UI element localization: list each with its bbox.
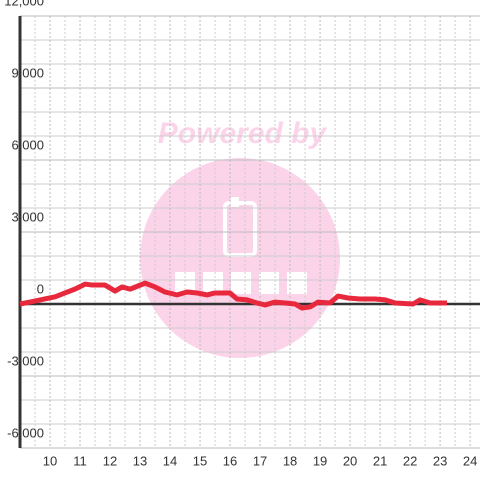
y-tick-label: -6,000 [7,425,44,440]
x-tick-label: 18 [283,453,297,468]
x-tick-label: 13 [133,453,147,468]
x-tick-label: 24 [463,453,477,468]
x-tick-label: 17 [253,453,267,468]
x-tick-label: 23 [433,453,447,468]
x-tick-label: 21 [373,453,387,468]
y-tick-label: 0 [37,281,44,296]
x-tick-label: 14 [163,453,177,468]
y-tick-label: 12,000 [4,0,44,8]
watermark-text: Powered by [158,117,328,150]
x-tick-label: 11 [73,453,87,468]
x-tick-label: 10 [43,453,57,468]
y-tick-label: 3,000 [11,209,44,224]
data-line [19,280,447,311]
x-tick-label: 16 [223,453,237,468]
y-tick-label: 6,000 [11,137,44,152]
x-tick-label: 12 [103,453,117,468]
x-tick-label: 19 [313,453,327,468]
x-tick-label: 22 [403,453,417,468]
x-tick-label: 20 [343,453,357,468]
x-tick-label: 15 [193,453,207,468]
y-tick-label: 9,000 [11,65,44,80]
y-tick-label: -3,000 [7,353,44,368]
